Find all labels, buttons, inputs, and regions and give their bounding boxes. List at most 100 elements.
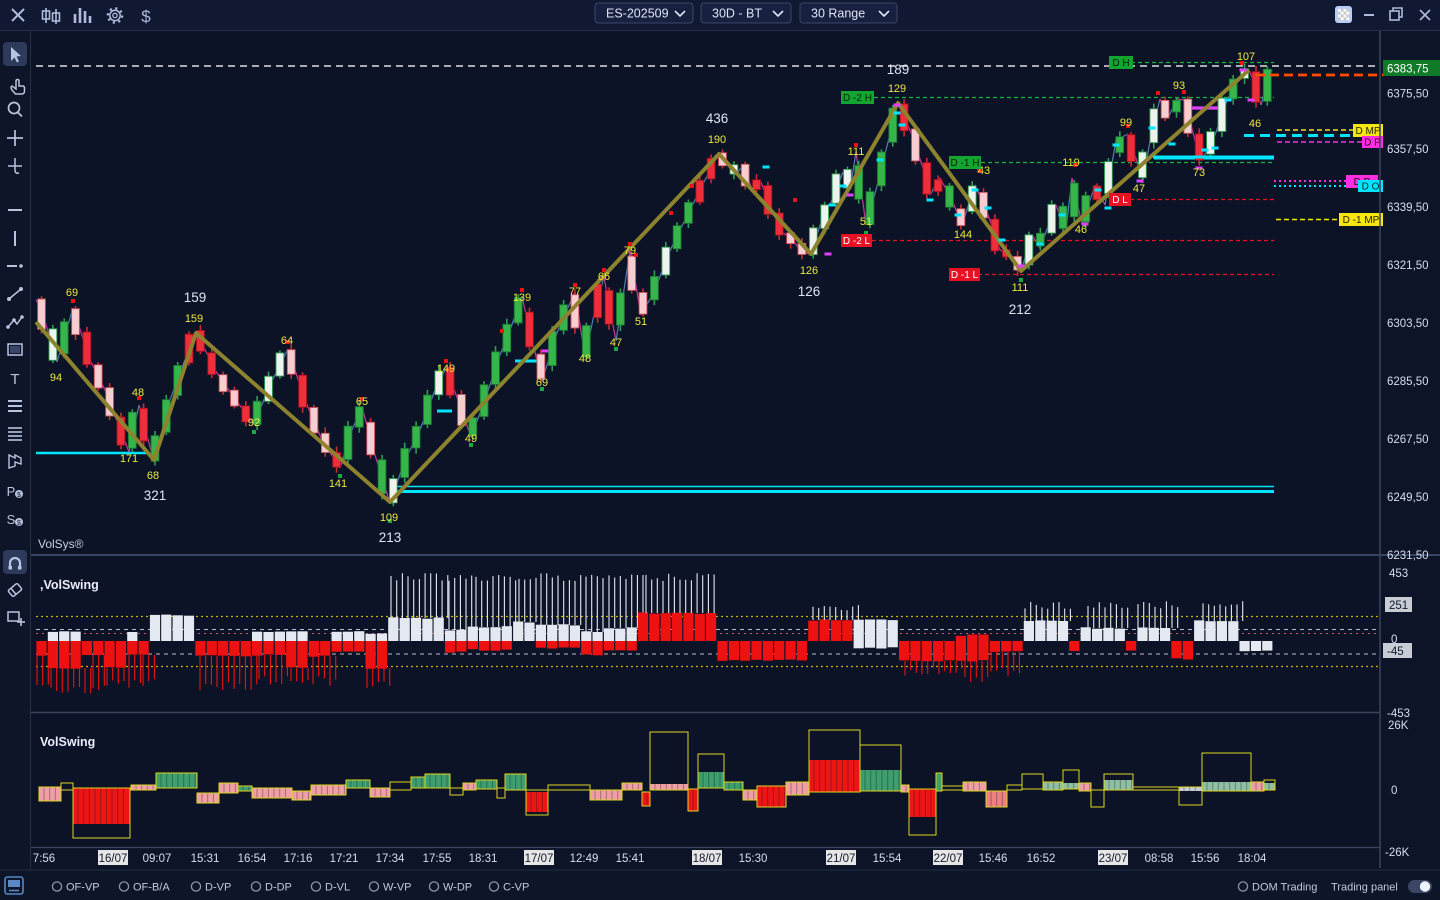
svg-text:16:52: 16:52 — [1027, 853, 1056, 865]
svg-text:0: 0 — [1391, 785, 1397, 797]
svg-text:92: 92 — [248, 417, 260, 429]
svg-text:149: 149 — [437, 363, 455, 375]
svg-text:18:31: 18:31 — [469, 853, 498, 865]
svg-text:251: 251 — [1389, 600, 1408, 612]
svg-text:119: 119 — [1062, 157, 1080, 169]
svg-text:69: 69 — [536, 377, 548, 389]
svg-text:213: 213 — [379, 530, 402, 545]
svg-text:D L: D L — [1112, 195, 1128, 206]
svg-text:7:56: 7:56 — [33, 853, 55, 865]
svg-text:$: $ — [141, 7, 151, 26]
svg-text:6383,75: 6383,75 — [1387, 64, 1429, 76]
svg-text:189: 189 — [887, 62, 910, 77]
svg-text:6375,50: 6375,50 — [1387, 89, 1429, 101]
svg-text:16/07: 16/07 — [99, 853, 128, 865]
svg-text:30D - BT: 30D - BT — [712, 7, 762, 21]
svg-text:12:49: 12:49 — [570, 853, 599, 865]
svg-text:17:16: 17:16 — [284, 853, 313, 865]
svg-text:18:04: 18:04 — [1238, 853, 1267, 865]
svg-text:51: 51 — [635, 316, 647, 328]
svg-text:18/07: 18/07 — [693, 853, 722, 865]
svg-text:15:30: 15:30 — [739, 853, 768, 865]
svg-text:159: 159 — [184, 290, 207, 305]
svg-text:6303,50: 6303,50 — [1387, 318, 1429, 330]
svg-text:6321,50: 6321,50 — [1387, 260, 1429, 272]
svg-text:6249,50: 6249,50 — [1387, 492, 1429, 504]
svg-text:15:41: 15:41 — [616, 853, 645, 865]
svg-text:15:54: 15:54 — [873, 853, 902, 865]
svg-text:D -1 H: D -1 H — [951, 158, 980, 169]
svg-text:65: 65 — [356, 396, 368, 408]
svg-text:W-DP: W-DP — [443, 882, 472, 894]
svg-text:49: 49 — [465, 433, 477, 445]
svg-text:D H: D H — [1112, 58, 1129, 69]
svg-text:159: 159 — [185, 313, 203, 325]
svg-text:48: 48 — [132, 387, 144, 399]
svg-text:212: 212 — [1009, 302, 1032, 317]
svg-text:VolSwing: VolSwing — [40, 735, 95, 749]
svg-text:VolSys®: VolSys® — [38, 537, 84, 551]
svg-text:15:56: 15:56 — [1191, 853, 1220, 865]
svg-text:17:55: 17:55 — [423, 853, 452, 865]
svg-text:30 Range: 30 Range — [811, 7, 865, 21]
svg-text:16:54: 16:54 — [238, 853, 267, 865]
svg-text:D MP: D MP — [1356, 126, 1381, 137]
svg-text:$: $ — [17, 492, 21, 499]
svg-text:15:31: 15:31 — [191, 853, 220, 865]
svg-text:111: 111 — [848, 146, 865, 158]
svg-text:6231,50: 6231,50 — [1387, 550, 1429, 562]
svg-text:D-VL: D-VL — [325, 882, 350, 894]
svg-text:66: 66 — [598, 271, 610, 283]
svg-text:T: T — [10, 371, 19, 388]
svg-text:6339,50: 6339,50 — [1387, 202, 1429, 214]
svg-text:51: 51 — [860, 216, 872, 228]
svg-text:ES-202509: ES-202509 — [606, 7, 669, 21]
svg-text:139: 139 — [513, 292, 531, 304]
svg-text:321: 321 — [144, 488, 167, 503]
svg-text:P: P — [7, 484, 16, 499]
svg-text:26K: 26K — [1388, 720, 1409, 732]
svg-text:47: 47 — [1133, 183, 1145, 195]
svg-text:DOM Trading: DOM Trading — [1252, 882, 1317, 894]
svg-text:453: 453 — [1389, 568, 1408, 580]
svg-text:6357,50: 6357,50 — [1387, 144, 1429, 156]
svg-text:190: 190 — [708, 134, 726, 146]
svg-text:08:58: 08:58 — [1145, 853, 1174, 865]
svg-text:,VolSwing: ,VolSwing — [40, 578, 99, 592]
svg-text:0: 0 — [1391, 634, 1397, 646]
svg-text:17:34: 17:34 — [376, 853, 405, 865]
svg-text:99: 99 — [1120, 117, 1132, 129]
svg-text:47: 47 — [610, 337, 622, 349]
svg-text:S: S — [7, 512, 16, 527]
svg-text:436: 436 — [706, 111, 729, 126]
svg-text:126: 126 — [800, 265, 818, 277]
svg-text:77: 77 — [569, 286, 581, 298]
svg-text:109: 109 — [380, 512, 398, 524]
svg-text:15:46: 15:46 — [979, 853, 1008, 865]
svg-text:$: $ — [17, 520, 21, 527]
svg-text:126: 126 — [798, 284, 821, 299]
svg-text:D -1 MP: D -1 MP — [1343, 215, 1380, 226]
svg-text:D O: D O — [1362, 182, 1380, 193]
svg-text:46: 46 — [1249, 118, 1261, 130]
svg-text:68: 68 — [147, 470, 159, 482]
svg-text:C-VP: C-VP — [503, 882, 529, 894]
svg-text:171: 171 — [120, 453, 138, 465]
svg-text:17:21: 17:21 — [330, 853, 359, 865]
svg-text:-45: -45 — [1387, 646, 1404, 658]
svg-text:D-VP: D-VP — [205, 882, 231, 894]
svg-text:D-DP: D-DP — [265, 882, 292, 894]
svg-text:OF-B/A: OF-B/A — [133, 882, 170, 894]
svg-text:17/07: 17/07 — [525, 853, 554, 865]
svg-text:09:07: 09:07 — [143, 853, 172, 865]
svg-text:107: 107 — [1237, 51, 1255, 63]
svg-text:W-VP: W-VP — [383, 882, 412, 894]
svg-text:141: 141 — [329, 478, 347, 490]
svg-text:93: 93 — [1173, 80, 1185, 92]
svg-text:21/07: 21/07 — [827, 853, 856, 865]
svg-text:6285,50: 6285,50 — [1387, 376, 1429, 388]
svg-text:OF-VP: OF-VP — [66, 882, 100, 894]
svg-text:23/07: 23/07 — [1099, 853, 1128, 865]
svg-text:64: 64 — [281, 335, 293, 347]
svg-text:94: 94 — [50, 372, 62, 384]
